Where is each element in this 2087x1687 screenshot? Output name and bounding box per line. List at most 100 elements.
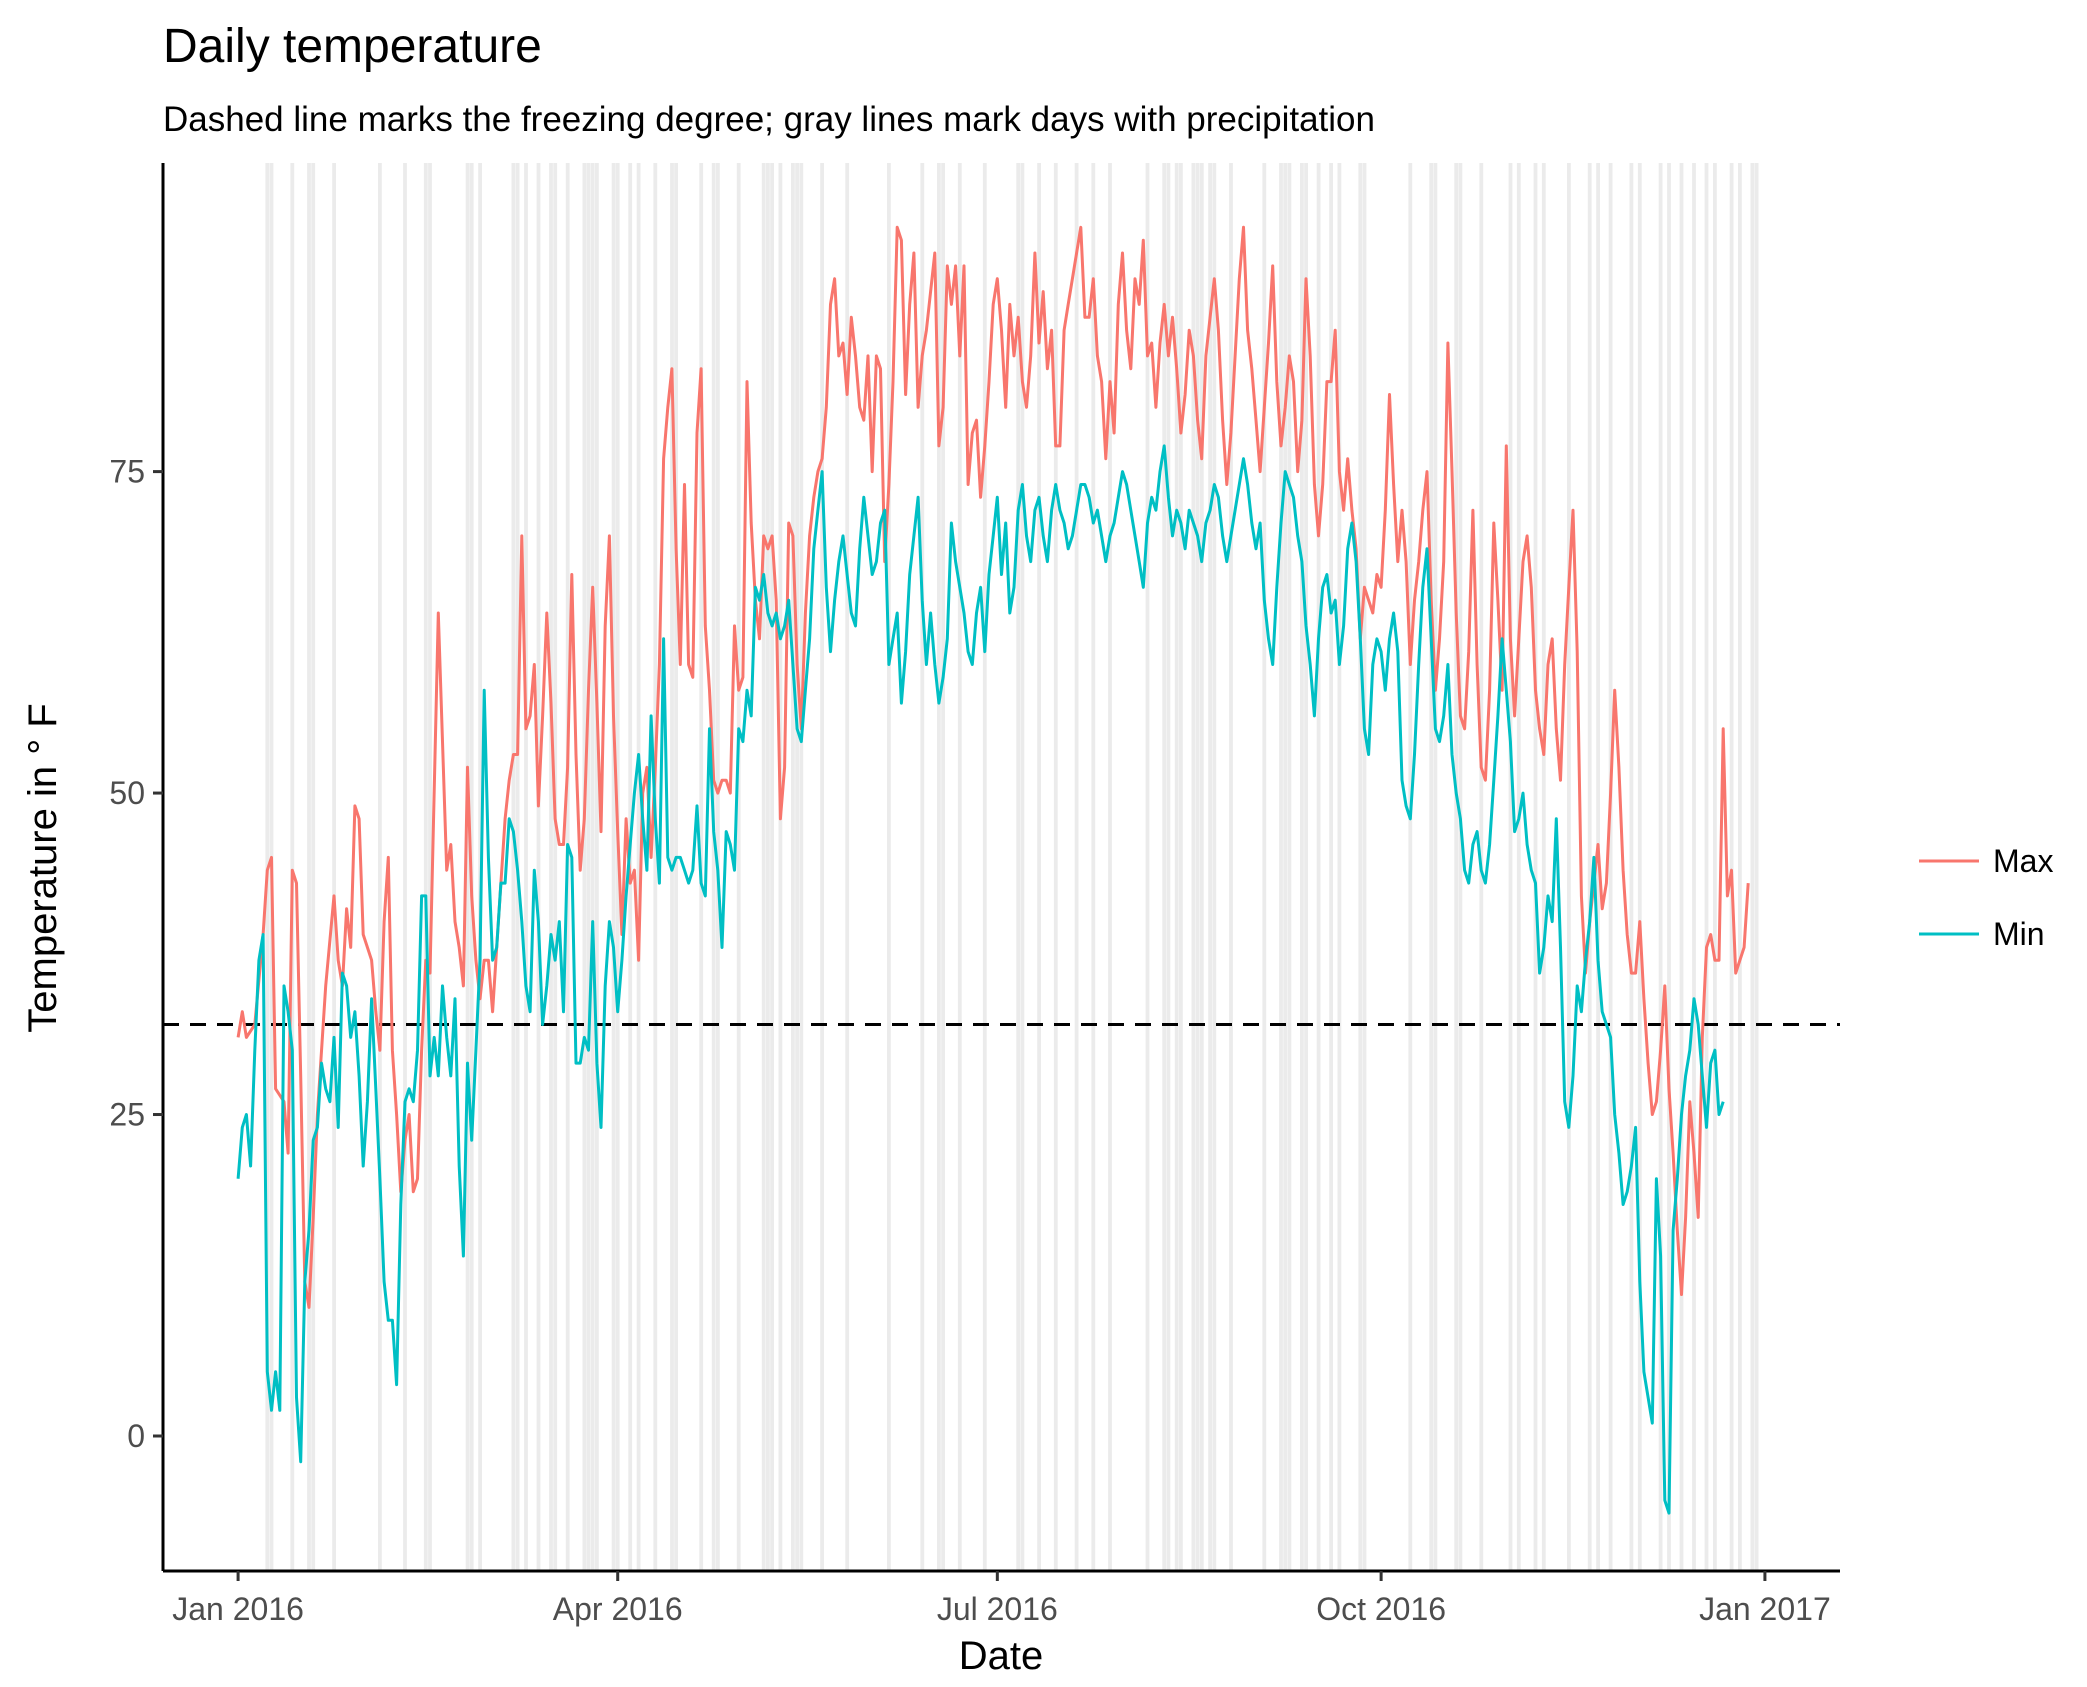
x-tick-label: Jul 2016 [937,1591,1058,1627]
precipitation-day-marker [1074,163,1079,1571]
precipitation-day-marker [582,163,587,1571]
precipitation-day-marker [674,163,678,1571]
y-axis-title: Temperature in ° F [21,703,65,1032]
precipitation-day-marker [290,163,295,1571]
precipitation-day-marker [711,163,716,1571]
precipitation-day-marker [403,163,407,1571]
precipitation-day-marker [736,163,741,1571]
x-axis-title: Date [959,1634,1044,1678]
precipitation-day-marker [1208,163,1212,1571]
precipitation-day-marker [1212,163,1217,1571]
precipitation-day-marker [1329,163,1333,1571]
series-lines [236,225,1750,1515]
precipitation-day-marker [1508,163,1513,1571]
x-tick-label: Oct 2016 [1316,1591,1446,1627]
precipitation-day-marker [524,163,528,1571]
precipitation-day-marker [778,163,783,1571]
precipitation-day-marker [553,163,558,1571]
precipitation-day-marker [1279,163,1283,1571]
y-tick-label: 0 [127,1418,145,1454]
y-tick-label: 75 [109,454,145,490]
precipitation-day-marker [1337,163,1342,1571]
precipitation-day-marker [536,163,541,1571]
y-tick-label: 50 [109,775,145,811]
precipitation-day-marker [982,163,987,1571]
precipitation-day-marker [766,163,770,1571]
precipitation-day-marker [1658,163,1663,1571]
precipitation-day-marker [1408,163,1413,1571]
precipitation-day-marker [1162,163,1167,1571]
precipitation-day-marker [1287,163,1292,1571]
precipitation-day-marker [1091,163,1096,1571]
precipitation-day-marker [1629,163,1634,1571]
precipitation-day-marker [423,163,428,1571]
precipitation-day-marker [636,163,641,1571]
precipitation-day-marker [1541,163,1546,1571]
precipitation-day-marker [1429,163,1434,1571]
precipitation-day-marker [887,163,891,1571]
precipitation-day-marker [590,163,595,1571]
precipitation-day-marker [1179,163,1183,1571]
precipitation-day-marker [1729,163,1734,1571]
precipitation-day-marker [795,163,799,1571]
precipitation-day-marker [799,163,804,1571]
precipitation-day-marker [611,163,616,1571]
legend-label-max: Max [1993,843,2053,879]
ticks: 0 25 50 75 Jan 2016 Apr 2016 Jul 2016 Oct 2016 J… [109,454,1830,1627]
precipitation-day-marker [1433,163,1438,1571]
x-tick-label: Jan 2017 [1699,1591,1831,1627]
precipitation-day-marker [1679,163,1684,1571]
precipitation-day-marker [820,163,824,1571]
precipitation-day-marker [1738,163,1742,1571]
precipitation-day-marker [1283,163,1288,1571]
precipitation-day-marker [511,163,516,1571]
precipitation-day-marker [1053,163,1058,1571]
precipitation-day-marker [1145,163,1150,1571]
precipitation-day-marker [595,163,599,1571]
chart-title: Daily temperature [163,20,542,73]
precipitation-day-marker [1300,163,1304,1571]
precipitation-day-marker [1454,163,1459,1571]
precipitation-day-marker [1704,163,1709,1571]
x-tick-label: Apr 2016 [553,1591,683,1627]
precipitation-day-marker [1108,163,1112,1571]
y-tick-label: 25 [109,1097,145,1133]
precipitation-day-marker [1191,163,1196,1571]
precipitation-day-marker [1516,163,1521,1571]
precipitation-day-marker [653,163,658,1571]
precipitation-day-marker [586,163,591,1571]
precipitation-day-marker [1458,163,1463,1571]
precipitation-day-marker [1174,163,1179,1571]
precipitation-day-marker [941,163,945,1571]
precipitation-day-marker [1608,163,1613,1571]
precipitation-day-marker [1533,163,1538,1571]
precipitation-day-marker [1754,163,1759,1571]
precipitation-day-marker [1362,163,1367,1571]
precipitation-day-marker [1316,163,1321,1571]
precipitation-day-marker [1692,163,1696,1571]
legend-label-min: Min [1993,916,2045,952]
precipitation-day-marker [1229,163,1233,1571]
precipitation-day-marker [332,163,336,1571]
precipitation-day-marker [311,163,316,1571]
precipitation-day-marker [1016,163,1021,1571]
precipitation-day-marker [920,163,925,1571]
x-tick-label: Jan 2016 [172,1591,304,1627]
precipitation-day-marker [937,163,941,1571]
precipitation-day-marker [1262,163,1267,1571]
precipitation-day-marker [770,163,774,1571]
precipitation-day-marker [1037,163,1041,1571]
precipitation-day-marker [1713,163,1717,1571]
precipitation-day-marker [307,163,311,1571]
precipitation-day-marker [957,163,962,1571]
chart-subtitle: Dashed line marks the freezing degree; g… [163,100,1375,139]
precipitation-day-marker [1587,163,1592,1571]
precipitation-day-marker [1750,163,1755,1571]
precipitation-day-marker [1199,163,1204,1571]
precipitation-day-marker [428,163,432,1571]
precipitation-day-marker [1304,163,1308,1571]
precipitation-day-marker [465,163,470,1571]
axes [161,163,1840,1573]
precipitation-day-marker [1195,163,1200,1571]
